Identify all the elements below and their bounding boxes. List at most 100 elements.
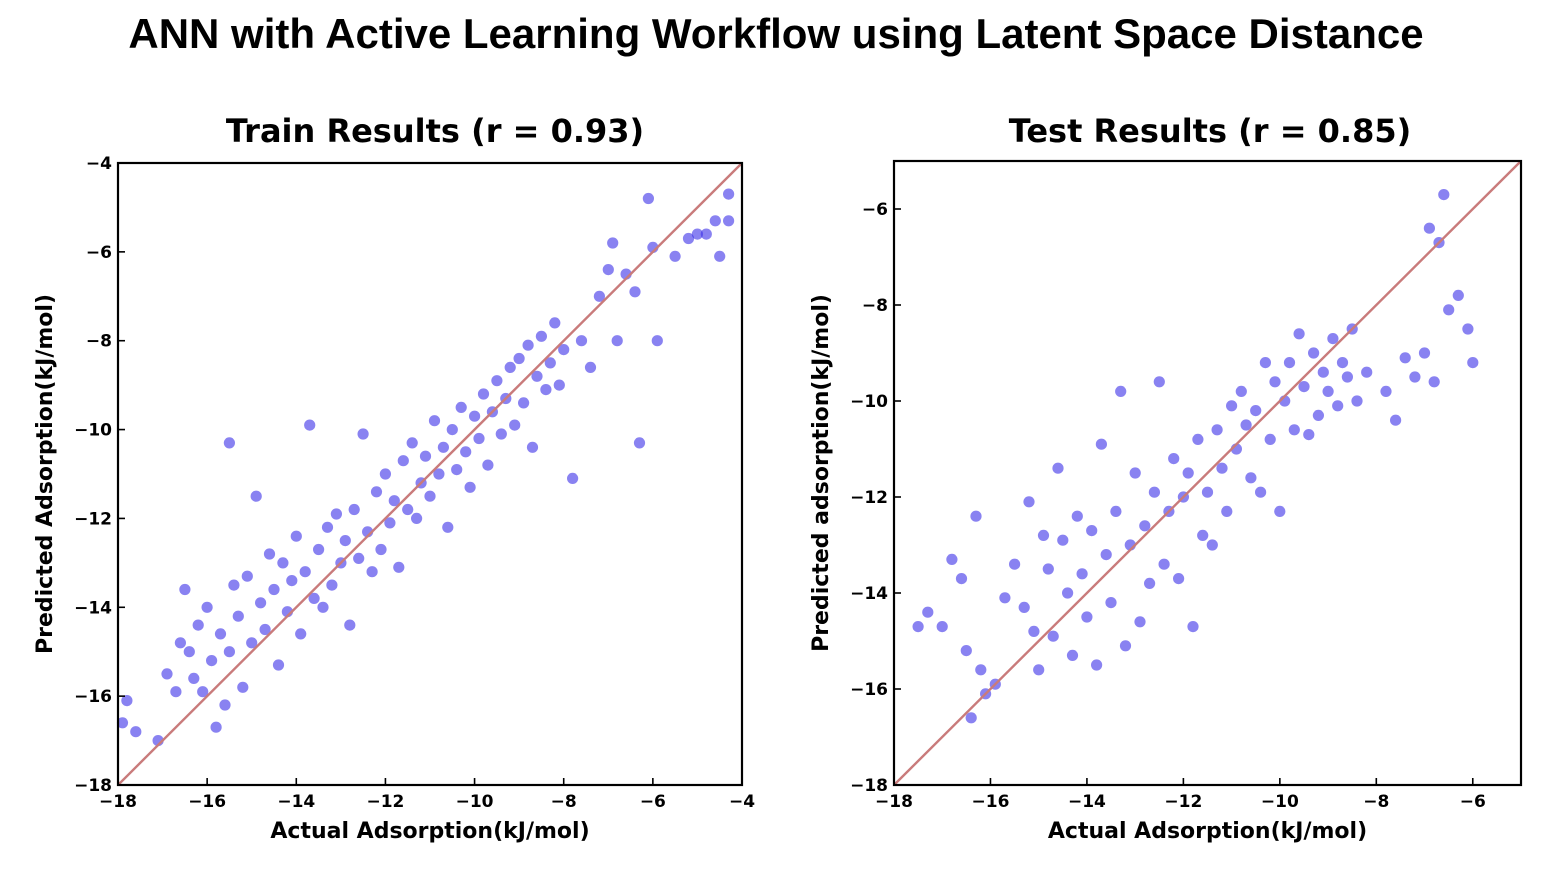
x-tick-label: −6	[1460, 792, 1486, 812]
y-tick-label: −8	[862, 296, 888, 316]
data-point	[1134, 616, 1146, 628]
data-point	[388, 495, 400, 507]
y-tick-label: −14	[850, 584, 888, 604]
data-point	[402, 503, 414, 516]
data-point	[451, 464, 463, 476]
data-point	[1119, 640, 1132, 652]
data-point	[201, 601, 213, 613]
y-tick-label: −6	[862, 200, 888, 220]
data-point	[629, 286, 641, 298]
data-point	[295, 628, 307, 640]
data-point	[241, 570, 253, 582]
data-point	[1187, 621, 1199, 633]
data-point	[1298, 381, 1310, 393]
data-point	[268, 583, 280, 596]
y-tick-label: −10	[74, 421, 112, 441]
data-point	[223, 437, 235, 449]
data-point	[384, 517, 396, 529]
data-point	[1076, 568, 1088, 580]
data-point	[509, 419, 521, 431]
data-point	[259, 623, 271, 636]
data-point	[317, 601, 329, 613]
data-point	[1293, 328, 1305, 340]
data-point	[1452, 289, 1464, 301]
data-point	[1399, 352, 1411, 364]
data-point	[491, 375, 503, 387]
data-point	[1361, 366, 1373, 378]
data-point	[1062, 587, 1074, 599]
data-point	[567, 472, 579, 484]
chart-panel-1: Train Results (r = 0.93) −18 −16 −14 −12 −10 −…	[33, 112, 755, 844]
data-point	[575, 335, 588, 347]
data-point	[1081, 611, 1093, 623]
data-point	[1100, 549, 1112, 561]
data-point	[237, 681, 249, 693]
data-point	[1028, 625, 1040, 638]
data-point	[1139, 520, 1151, 532]
data-point	[1240, 419, 1252, 431]
data-point	[442, 521, 454, 533]
data-point	[1283, 357, 1296, 369]
data-point	[460, 446, 472, 458]
data-point	[1317, 366, 1329, 378]
y-tick-label: −4	[86, 154, 112, 174]
data-point	[321, 521, 334, 533]
data-point	[419, 450, 432, 462]
data-point	[709, 215, 721, 227]
data-point	[1173, 573, 1185, 585]
data-point	[286, 575, 298, 587]
data-point	[1259, 357, 1271, 369]
x-tick-label: −8	[1363, 792, 1389, 812]
data-point	[299, 566, 311, 578]
data-point	[379, 468, 391, 480]
data-point	[188, 672, 200, 685]
data-point	[121, 695, 133, 707]
data-point	[1066, 649, 1079, 662]
x-tick-label: −4	[729, 792, 755, 812]
data-point	[1255, 486, 1267, 498]
data-point	[228, 579, 240, 591]
data-point	[290, 530, 302, 542]
data-point	[1274, 505, 1286, 517]
data-point	[223, 646, 235, 658]
data-point	[277, 557, 289, 569]
data-point	[611, 335, 623, 347]
scatter-points	[116, 188, 735, 747]
data-point	[922, 606, 934, 618]
data-point	[642, 192, 655, 205]
data-point	[1110, 505, 1122, 517]
x-tick-label: −6	[640, 792, 666, 812]
y-tick-label: −8	[86, 332, 112, 352]
data-point	[535, 330, 548, 342]
x-tick-label: −10	[456, 792, 494, 812]
y-axis-label: Predicted Adsorption(kJ/mol)	[33, 294, 58, 654]
data-point	[960, 645, 972, 657]
data-point	[477, 388, 490, 400]
data-point	[965, 712, 977, 724]
x-axis-label: Actual Adsorption(kJ/mol)	[270, 819, 589, 844]
y-tick-label: −18	[74, 776, 112, 796]
data-point	[495, 428, 507, 440]
y-tick-label: −14	[74, 598, 112, 618]
plot-frame	[116, 161, 744, 787]
figure-title: ANN with Active Learning Workflow using …	[128, 10, 1424, 57]
data-point	[1211, 424, 1223, 436]
y-axis-label: Predicted adsorption(kJ/mol)	[809, 294, 834, 652]
data-point	[130, 726, 142, 738]
data-point	[183, 646, 195, 658]
data-point	[255, 597, 267, 609]
data-point	[607, 237, 619, 249]
data-point	[1129, 467, 1141, 479]
data-point	[1086, 525, 1098, 537]
data-point	[1322, 385, 1334, 397]
data-point	[179, 583, 191, 596]
data-point	[1312, 409, 1324, 421]
data-point	[669, 250, 681, 262]
data-point	[1308, 347, 1320, 359]
data-point	[304, 419, 316, 431]
data-point	[691, 228, 704, 240]
data-point	[1115, 385, 1127, 397]
data-point	[1269, 376, 1281, 388]
data-point	[1221, 505, 1233, 517]
